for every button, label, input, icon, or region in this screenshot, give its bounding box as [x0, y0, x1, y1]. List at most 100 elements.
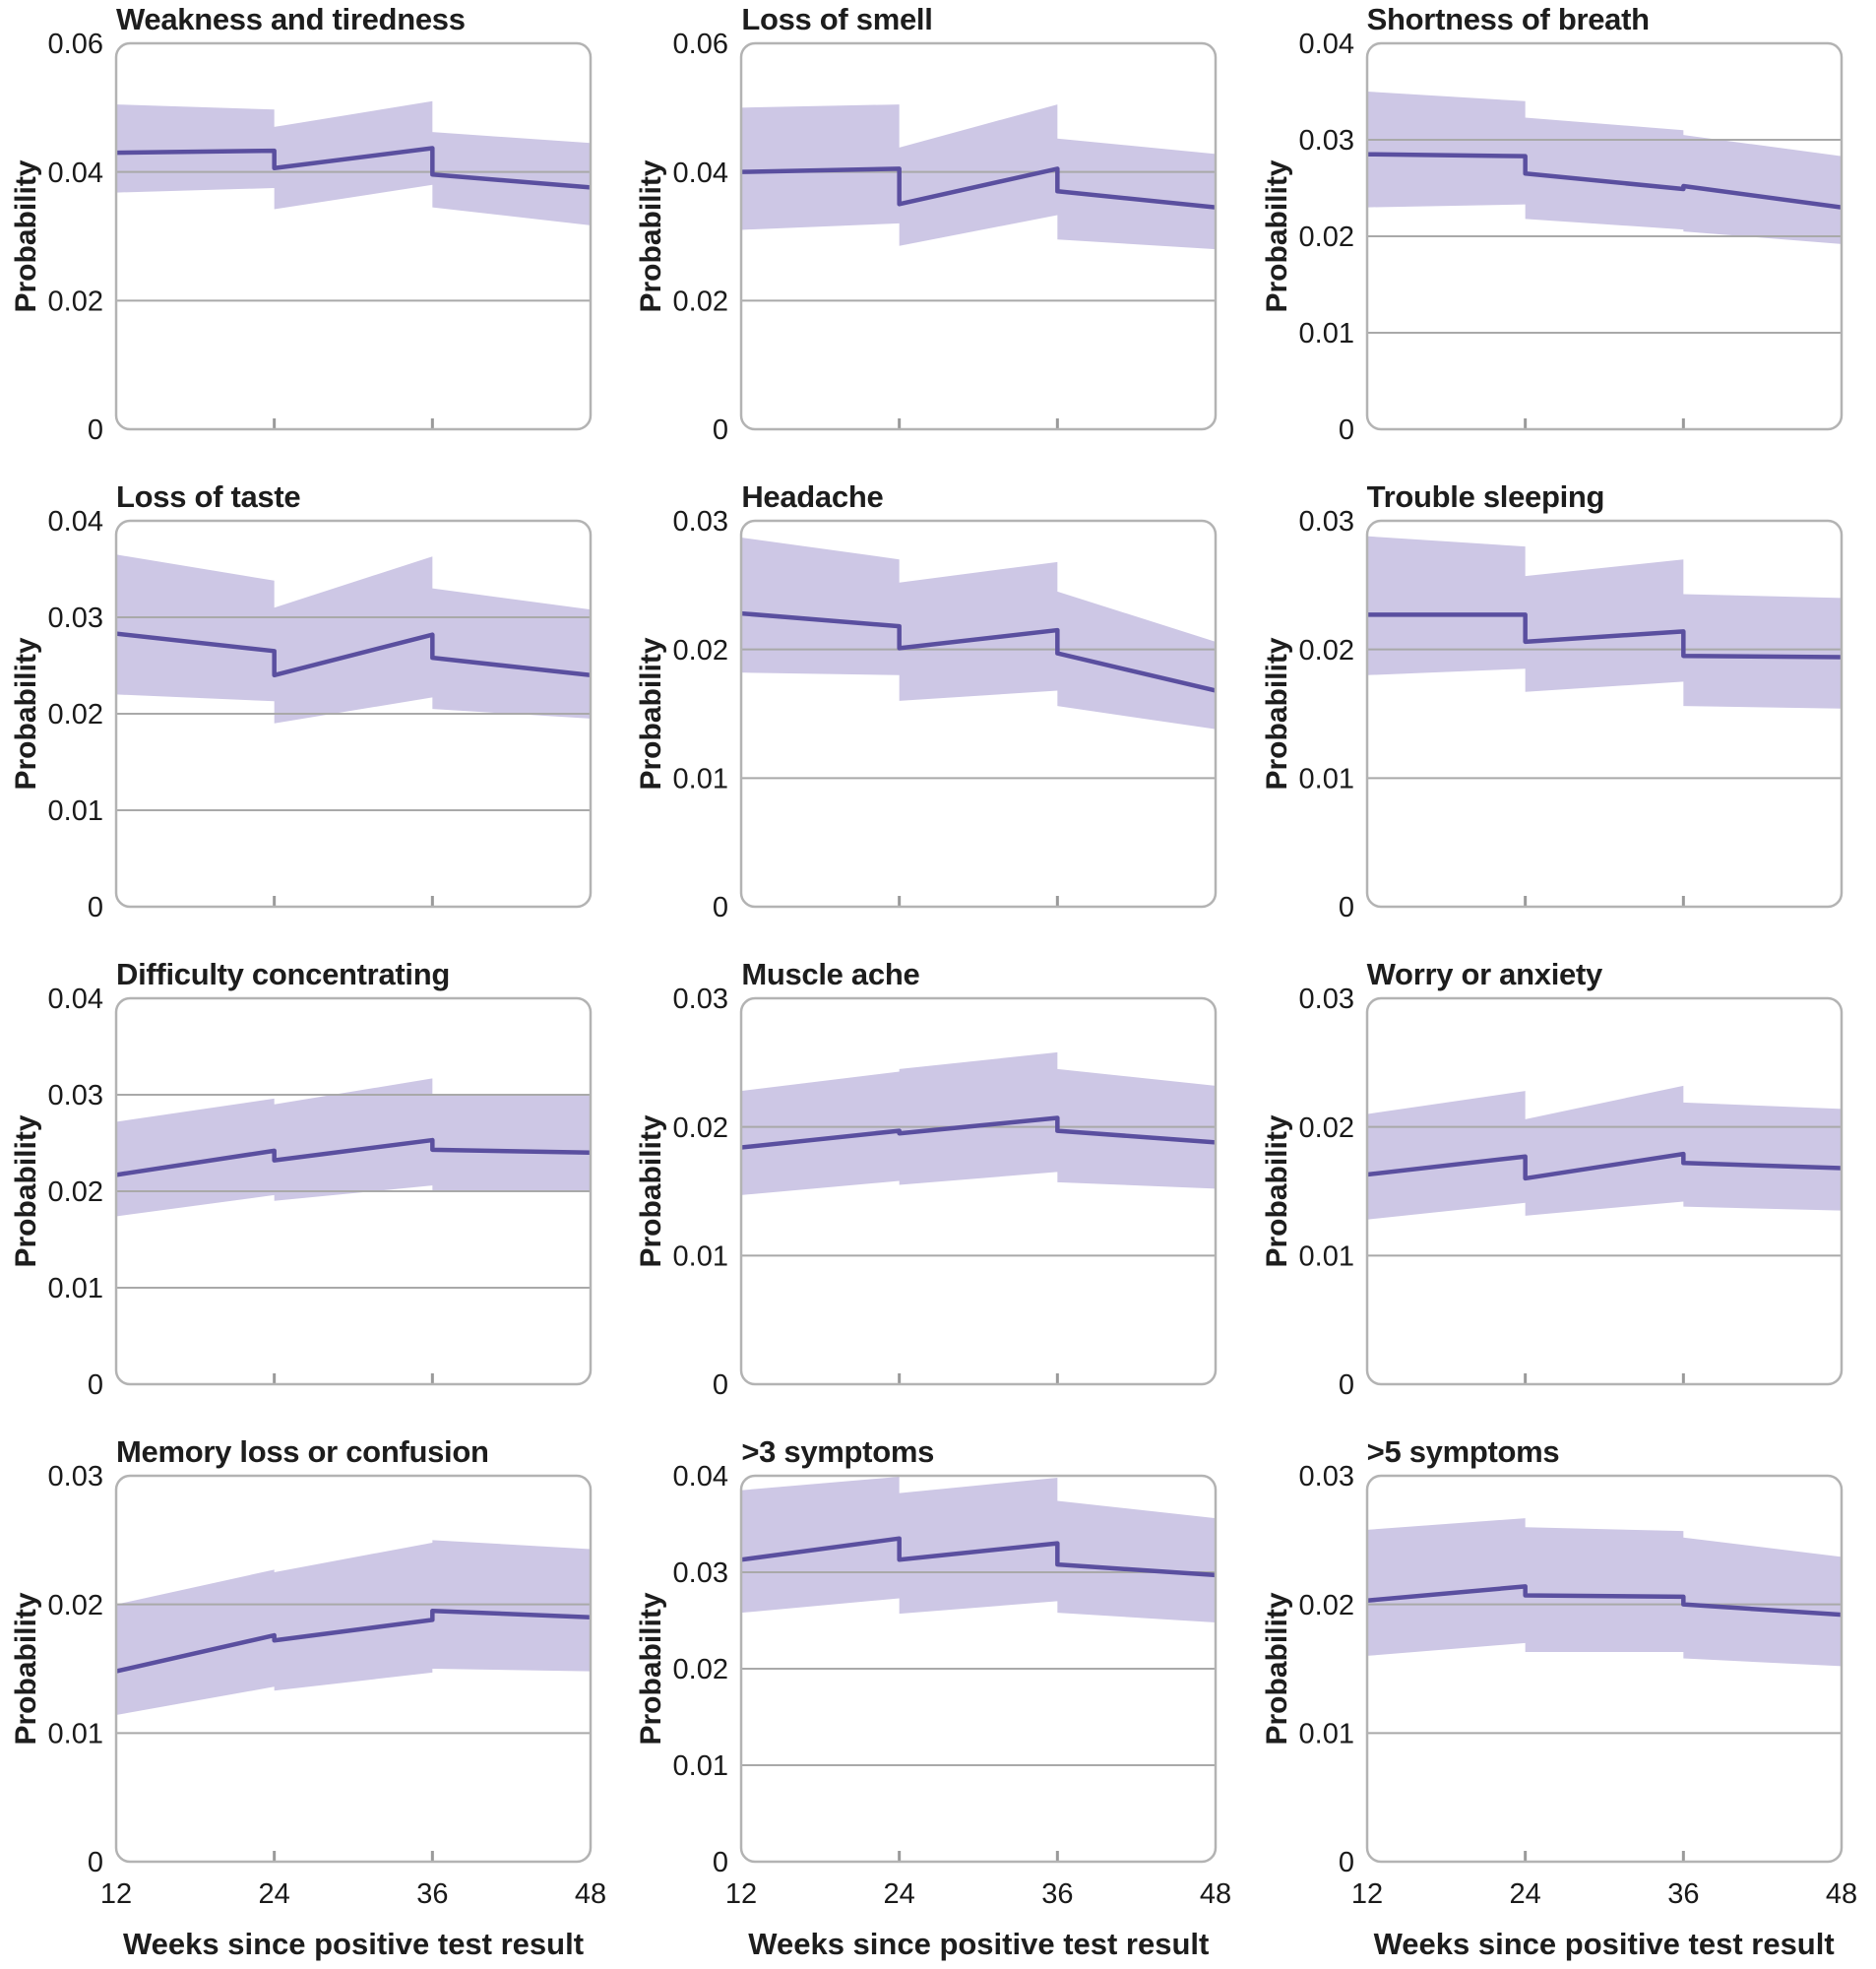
panel-title: Headache — [741, 479, 884, 514]
confidence-band — [116, 554, 591, 724]
y-tick-label: 0.02 — [48, 286, 103, 317]
x-tick-label: 24 — [1509, 1878, 1540, 1910]
plot-svg: 0 0.01 0.02 0.03 0.04 — [48, 506, 593, 923]
y-tick-label: 0.01 — [1298, 1718, 1353, 1749]
x-tick-label: 12 — [1351, 1878, 1383, 1910]
y-tick-label: 0 — [88, 1369, 103, 1401]
chart-panel-8: Muscle ache Probability 0 0.01 0.02 0.03 — [625, 955, 1250, 1432]
plot-border — [740, 1474, 1218, 1864]
plot-svg: 0 0.02 0.04 0.06 — [48, 29, 593, 446]
y-tick-label: 0.06 — [48, 29, 103, 60]
chart-panel-2: Loss of smell Probability 0 0.02 0.04 0.06 — [625, 0, 1250, 477]
plot-border — [1365, 41, 1843, 431]
x-tick-label: 24 — [259, 1878, 290, 1910]
plot-svg: 0 0.01 0.02 0.03 12 24 36 48 — [1298, 1461, 1857, 1910]
plot-border — [114, 996, 593, 1386]
plot-border — [1365, 1474, 1843, 1864]
panel-title: Memory loss or confusion — [116, 1434, 489, 1469]
y-tick-label: 0.02 — [48, 1590, 103, 1621]
plot-border — [114, 1474, 593, 1864]
probability-line — [741, 610, 1217, 693]
confidence-band — [1366, 536, 1842, 709]
chart-panel-9: Worry or anxiety Probability 0 0.01 0.02 0.… — [1251, 955, 1876, 1432]
y-tick-label: 0.03 — [1298, 984, 1353, 1015]
probability-line — [1366, 1151, 1842, 1181]
y-tick-label: 0.04 — [673, 1461, 728, 1493]
y-tick-label: 0.01 — [673, 763, 728, 794]
y-tick-label: 0.01 — [48, 795, 103, 827]
plot-border — [740, 41, 1218, 431]
probability-line — [741, 166, 1217, 210]
confidence-band — [116, 100, 591, 225]
y-tick-label: 0.01 — [1298, 1240, 1353, 1272]
y-tick-label: 0 — [1339, 1847, 1354, 1878]
y-tick-label: 0 — [713, 1847, 728, 1878]
y-tick-label: 0 — [713, 414, 728, 446]
y-tick-label: 0.03 — [48, 1461, 103, 1493]
plot-border — [740, 996, 1218, 1386]
y-tick-label: 0.01 — [673, 1750, 728, 1782]
chart-panel-3: Shortness of breath Probability 0 0.01 0.0… — [1251, 0, 1876, 477]
y-tick-label: 0 — [1339, 1369, 1354, 1401]
y-tick-label: 0 — [1339, 892, 1354, 923]
plot-svg: 0 0.01 0.02 0.03 — [673, 984, 1218, 1401]
y-tick-label: 0 — [1339, 414, 1354, 446]
confidence-band — [116, 1540, 591, 1716]
y-tick-label: 0.01 — [48, 1273, 103, 1304]
y-tick-label: 0.04 — [48, 506, 103, 538]
plot-svg: 0 0.01 0.02 0.03 0.04 12 24 36 48 — [673, 1461, 1232, 1910]
y-tick-label: 0.04 — [48, 984, 103, 1015]
probability-line — [1366, 152, 1842, 210]
plot-border — [114, 41, 593, 431]
panel-title: Shortness of breath — [1366, 2, 1650, 36]
probability-line — [116, 146, 591, 190]
y-tick-label: 0 — [88, 414, 103, 446]
x-tick-label: 36 — [416, 1878, 448, 1910]
probability-line — [116, 631, 591, 678]
y-tick-label: 0.02 — [1298, 1112, 1353, 1144]
panel-title: Loss of taste — [116, 479, 301, 514]
y-tick-label: 0.03 — [1298, 506, 1353, 538]
y-tick-label: 0 — [88, 892, 103, 923]
panel-title: Muscle ache — [741, 957, 920, 991]
plot-border — [1365, 996, 1843, 1386]
chart-panel-1: Weakness and tiredness Probability 0 0.02… — [0, 0, 625, 477]
confidence-band — [1366, 1518, 1842, 1667]
probability-line — [1366, 612, 1842, 660]
y-tick-label: 0.02 — [48, 1176, 103, 1208]
y-tick-label: 0.01 — [673, 1240, 728, 1272]
chart-panel-12: >5 symptoms Probability 0 0.01 0.02 0.03 12 2… — [1251, 1432, 1876, 1969]
x-tick-label: 36 — [1667, 1878, 1699, 1910]
y-tick-label: 0 — [88, 1847, 103, 1878]
panel-title: Trouble sleeping — [1366, 479, 1605, 514]
y-tick-label: 0.03 — [673, 1557, 728, 1589]
y-tick-label: 0.04 — [48, 158, 103, 189]
x-axis-label: Weeks since positive test result — [122, 1927, 585, 1961]
x-tick-label: 48 — [575, 1878, 606, 1910]
probability-line — [741, 1115, 1217, 1150]
plot-border — [114, 519, 593, 909]
confidence-band — [1366, 1085, 1842, 1220]
x-tick-label: 48 — [1200, 1878, 1231, 1910]
y-tick-label: 0.03 — [673, 984, 728, 1015]
y-tick-label: 0.03 — [673, 506, 728, 538]
y-tick-label: 0.01 — [1298, 763, 1353, 794]
plot-svg: 0 0.01 0.02 0.03 0.04 — [48, 984, 593, 1401]
y-tick-label: 0.02 — [673, 1112, 728, 1144]
plot-svg: 0 0.01 0.02 0.03 — [1298, 506, 1843, 923]
y-tick-label: 0.06 — [673, 29, 728, 60]
y-tick-label: 0.02 — [673, 1654, 728, 1685]
panel-title: Worry or anxiety — [1366, 957, 1603, 991]
chart-panel-11: >3 symptoms Probability 0 0.01 0.02 0.03 0.0… — [625, 1432, 1250, 1969]
x-axis-label: Weeks since positive test result — [1373, 1927, 1835, 1961]
plot-svg: 0 0.01 0.02 0.03 — [673, 506, 1218, 923]
y-tick-label: 0.03 — [48, 603, 103, 634]
y-tick-label: 0.02 — [1298, 222, 1353, 253]
panel-title: Difficulty concentrating — [116, 957, 450, 991]
panel-title: Weakness and tiredness — [116, 2, 466, 36]
x-tick-label: 48 — [1826, 1878, 1857, 1910]
y-tick-label: 0.02 — [1298, 635, 1353, 667]
plot-svg: 0 0.01 0.02 0.03 12 24 36 48 — [48, 1461, 607, 1910]
